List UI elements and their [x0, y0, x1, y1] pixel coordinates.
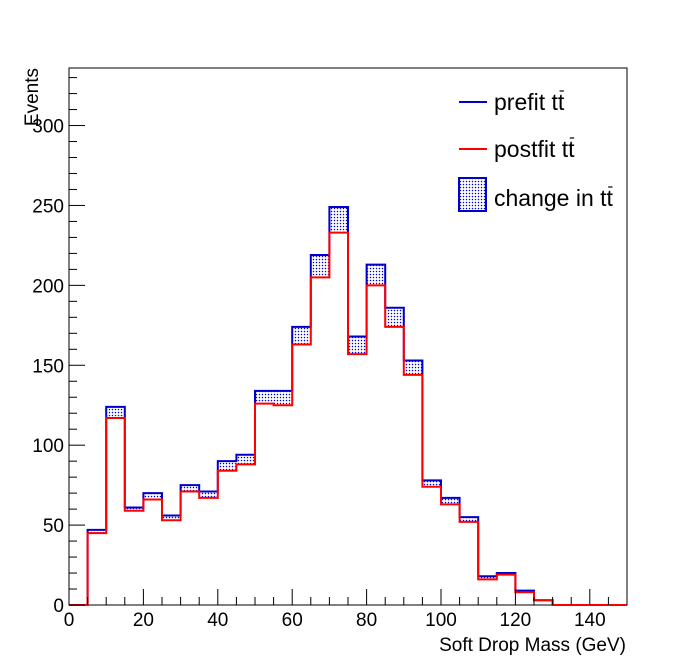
y-axis-title: Events [22, 68, 43, 126]
y-tick-label: 100 [32, 436, 64, 457]
y-tick-label: 200 [32, 276, 64, 297]
change-band-bin [162, 515, 181, 521]
x-axis-title: Soft Drop Mass (GeV) [439, 635, 626, 656]
change-band-bin [143, 493, 162, 500]
change-band-bin [124, 507, 144, 511]
legend: prefit tt postfit tt change in tt [458, 89, 614, 212]
x-tick-label: 80 [356, 610, 377, 631]
change-band-bin [236, 454, 255, 465]
legend-label: prefit tt [494, 89, 565, 115]
x-tick-label: 40 [207, 610, 228, 631]
x-tick-label: 100 [425, 610, 457, 631]
legend-entry: change in tt [458, 177, 614, 212]
legend-band-swatch [458, 177, 487, 212]
legend-entry: postfit tt [459, 136, 575, 162]
change-band-bin [217, 461, 237, 471]
change-band-bin [255, 390, 274, 404]
change-band-layer [87, 207, 534, 593]
change-band-bin [459, 517, 479, 522]
series-line [69, 231, 627, 606]
x-tick-label: 120 [500, 610, 532, 631]
y-tick-label: 50 [43, 516, 64, 537]
y-tick-label: 300 [32, 117, 64, 138]
x-tick-label: 140 [574, 610, 606, 631]
axes-layer: 0 20 40 60 80 100 120 140 0 50 100 150 200 250 300 [32, 77, 628, 631]
series-line [69, 206, 627, 606]
x-tick-label: 20 [133, 610, 154, 631]
y-tick-label: 250 [32, 196, 64, 217]
change-band-bin [292, 326, 311, 345]
y-tick-label: 150 [32, 356, 64, 377]
change-band-bin [422, 480, 441, 487]
change-band-bin [441, 497, 460, 505]
change-band-bin [329, 207, 348, 233]
change-band-bin [478, 576, 497, 580]
x-tick-label: 60 [282, 610, 303, 631]
legend-label: postfit tt [494, 136, 575, 162]
change-band-bin [87, 529, 107, 534]
change-band-bin [273, 390, 293, 406]
series-layer [69, 206, 627, 606]
legend-label: change in tt [494, 185, 614, 211]
change-band-bin [199, 491, 218, 498]
change-band-bin [366, 264, 386, 286]
change-band-bin [348, 336, 367, 355]
change-band-bin [403, 360, 423, 375]
change-band-bin [385, 307, 404, 327]
change-band-bin [180, 485, 200, 492]
change-band-bin [106, 406, 125, 419]
y-tick-label: 0 [53, 596, 64, 617]
change-band-bin [310, 254, 330, 278]
x-tick-label: 0 [64, 610, 75, 631]
legend-entry: prefit tt [459, 89, 565, 115]
